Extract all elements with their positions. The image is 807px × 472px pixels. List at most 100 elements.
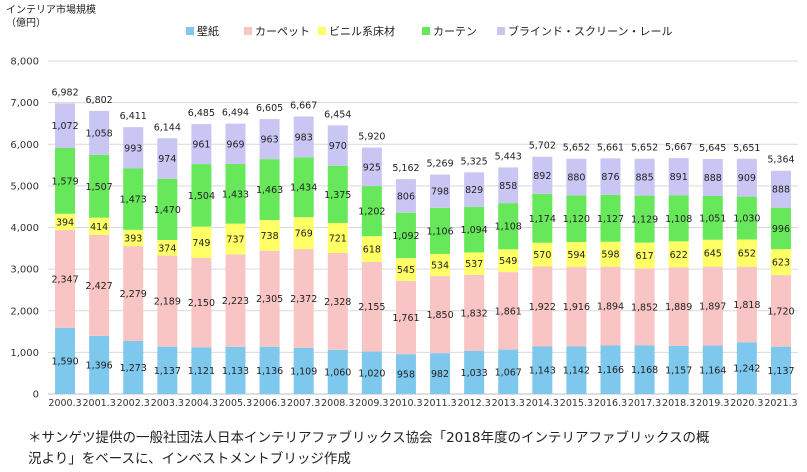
bar-segment-vinyl <box>498 249 519 273</box>
bar-stack-2007.3 <box>293 116 314 394</box>
data-label-vinyl: 545 <box>397 265 415 276</box>
bar-stack-2015.3 <box>566 158 587 394</box>
data-label-curtain: 1,108 <box>665 214 692 225</box>
bar-segment-curtain <box>225 163 246 224</box>
bar-stack-2006.3 <box>259 119 280 394</box>
data-label-curtain: 1,463 <box>256 185 283 196</box>
data-label-curtain: 996 <box>772 224 790 235</box>
bar-stack-2002.3 <box>123 127 144 394</box>
data-label-wallpaper: 1,121 <box>188 366 215 377</box>
data-label-blind: 888 <box>772 185 790 196</box>
total-label: 6,411 <box>120 111 147 122</box>
data-label-blind: 1,072 <box>51 121 78 132</box>
total-label: 5,652 <box>563 143 590 154</box>
data-label-carpet: 1,922 <box>529 302 556 313</box>
bar-segment-vinyl <box>600 241 621 267</box>
bar-segment-wallpaper <box>736 342 757 394</box>
data-label-blind: 892 <box>533 171 551 182</box>
data-label-wallpaper: 1,157 <box>665 365 692 376</box>
bar-segment-wallpaper <box>191 347 212 394</box>
data-label-blind: 798 <box>431 187 449 198</box>
data-label-blind: 925 <box>363 162 381 173</box>
data-label-curtain: 1,202 <box>358 207 385 218</box>
total-label: 6,802 <box>86 95 113 106</box>
x-tick-label: 2013.3 <box>492 398 525 409</box>
bar-segment-blind <box>566 158 587 196</box>
data-label-vinyl: 652 <box>738 249 756 260</box>
bar-segment-blind <box>668 158 689 196</box>
data-labels: 1,590 2,347 394 1,579 1,072 6,982 1,396 2,427 41… <box>51 87 794 380</box>
data-label-vinyl: 769 <box>295 229 313 240</box>
bar-segment-blind <box>89 110 110 155</box>
bar-segment-vinyl <box>293 217 314 250</box>
data-label-curtain: 1,094 <box>461 225 488 236</box>
data-label-vinyl: 617 <box>636 251 654 262</box>
bar-segment-blind <box>361 147 382 187</box>
bar-stack-2020.3 <box>736 158 757 394</box>
legend-swatch-curtain <box>422 27 430 35</box>
bar-segment-curtain <box>191 164 212 227</box>
bar-segment-blind <box>498 167 519 204</box>
bar-segment-vinyl <box>770 249 791 276</box>
data-label-curtain: 1,434 <box>290 183 317 194</box>
total-label: 5,667 <box>665 142 692 153</box>
x-tick-label: 2018.3 <box>662 398 695 409</box>
data-label-curtain: 1,504 <box>188 191 215 202</box>
x-tick-label: 2001.3 <box>83 398 116 409</box>
data-label-vinyl: 598 <box>601 250 619 261</box>
bar-segment-blind <box>532 156 553 194</box>
legend-swatch-carpet <box>244 27 252 35</box>
data-label-wallpaper: 1,590 <box>51 356 78 367</box>
data-label-blind: 876 <box>601 172 619 183</box>
data-label-carpet: 1,897 <box>699 302 726 313</box>
bar-segment-carpet <box>566 266 587 347</box>
bar-segment-vinyl <box>668 241 689 268</box>
bar-segment-vinyl <box>327 222 348 253</box>
bar-stack-2001.3 <box>89 110 110 394</box>
bar-segment-curtain <box>55 147 76 214</box>
bar-segment-curtain <box>395 212 416 259</box>
bar-stack-2003.3 <box>157 138 178 394</box>
data-label-curtain: 1,579 <box>51 176 78 187</box>
data-label-blind: 806 <box>397 191 415 202</box>
y-tick-label: 1,000 <box>10 348 39 359</box>
bar-segment-curtain <box>327 165 348 223</box>
y-tick-label: 4,000 <box>10 223 39 234</box>
bar-segment-curtain <box>89 154 110 218</box>
data-label-wallpaper: 1,396 <box>86 360 113 371</box>
data-label-wallpaper: 1,142 <box>563 366 590 377</box>
total-label: 6,982 <box>51 87 78 98</box>
data-label-curtain: 1,106 <box>426 226 453 237</box>
data-label-carpet: 1,761 <box>392 313 419 324</box>
data-label-curtain: 1,108 <box>495 222 522 233</box>
bar-stack-2021.3 <box>770 170 791 394</box>
bar-segment-carpet <box>157 255 178 347</box>
x-tick-label: 2015.3 <box>560 398 593 409</box>
y-tick-label: 8,000 <box>10 57 39 68</box>
bar-segment-wallpaper <box>430 353 451 394</box>
legend-label-vinyl: ビニル系床材 <box>329 24 395 38</box>
bar-segment-carpet <box>702 266 723 346</box>
bar-segment-wallpaper <box>702 345 723 394</box>
bar-segment-wallpaper <box>361 351 382 394</box>
data-label-vinyl: 645 <box>704 249 722 260</box>
bar-stack-2014.3 <box>532 156 553 394</box>
bar-segment-vinyl <box>736 239 757 267</box>
data-label-blind: 970 <box>329 141 347 152</box>
data-label-wallpaper: 1,242 <box>733 364 760 375</box>
data-label-wallpaper: 1,067 <box>495 367 522 378</box>
bar-segment-wallpaper <box>634 345 655 394</box>
bar-segment-blind <box>293 116 314 158</box>
bar-segment-carpet <box>736 266 757 343</box>
data-label-curtain: 1,120 <box>563 214 590 225</box>
bar-stack-2009.3 <box>361 147 382 394</box>
data-label-carpet: 1,861 <box>495 306 522 317</box>
bar-segment-wallpaper <box>566 346 587 394</box>
data-label-curtain: 1,433 <box>222 189 249 200</box>
bar-segment-blind <box>464 172 485 207</box>
data-label-curtain: 1,507 <box>86 182 113 193</box>
legend-label-blind: ブラインド・スクリーン・レール <box>508 24 672 38</box>
bar-segment-carpet <box>498 272 519 350</box>
data-label-curtain: 1,030 <box>733 214 760 225</box>
data-label-wallpaper: 1,273 <box>120 363 147 374</box>
